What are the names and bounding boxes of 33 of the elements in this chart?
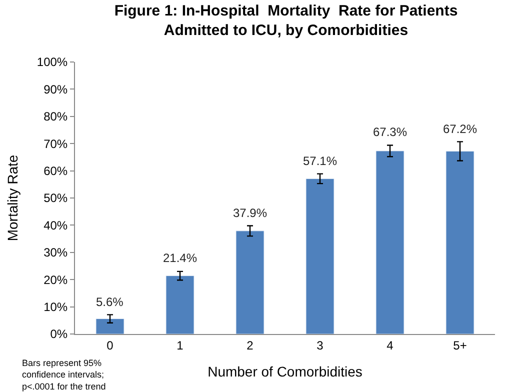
y-axis-title: Mortality Rate <box>4 154 20 242</box>
y-tick-label: 10% <box>44 300 68 314</box>
x-tick-label: 2 <box>246 338 254 352</box>
x-axis-title: Number of Comorbidities <box>208 364 362 380</box>
bar <box>376 150 404 334</box>
y-tick-label: 30% <box>44 246 68 260</box>
bar <box>96 318 124 334</box>
y-tick-label: 100% <box>36 55 68 70</box>
bar <box>446 150 474 334</box>
y-tick-label: 50% <box>44 191 68 206</box>
bar <box>236 230 264 334</box>
y-tick-label: 20% <box>44 272 68 287</box>
data-label: 37.9% <box>233 206 268 220</box>
data-label: 57.1% <box>303 154 338 168</box>
y-tick-label: 90% <box>44 82 68 96</box>
y-tick-label: 40% <box>44 218 68 232</box>
y-tick-label: 70% <box>44 136 68 151</box>
data-label: 21.4% <box>163 251 198 265</box>
x-tick-label: 3 <box>316 338 324 352</box>
y-tick-label: 60% <box>44 164 68 178</box>
x-tick-label: 4 <box>386 338 394 352</box>
data-label: 67.2% <box>443 122 478 136</box>
x-tick-label: 0 <box>106 338 114 352</box>
bar <box>166 276 194 334</box>
y-tick-label: 0% <box>50 327 68 342</box>
y-tick-label: 80% <box>44 110 68 124</box>
x-tick-label: 1 <box>176 338 184 352</box>
chart-title: Figure 1: In-Hospital Mortality Rate for Patients Admitted to ICU, by Comorbidities <box>114 2 458 40</box>
data-label: 5.6% <box>96 295 124 309</box>
bar <box>306 178 334 334</box>
data-label: 67.3% <box>373 125 408 139</box>
x-tick-label: 5+ <box>453 338 467 352</box>
text: Bars represent 95% confidence intervals; p<.0001 for the trend <box>22 358 106 392</box>
